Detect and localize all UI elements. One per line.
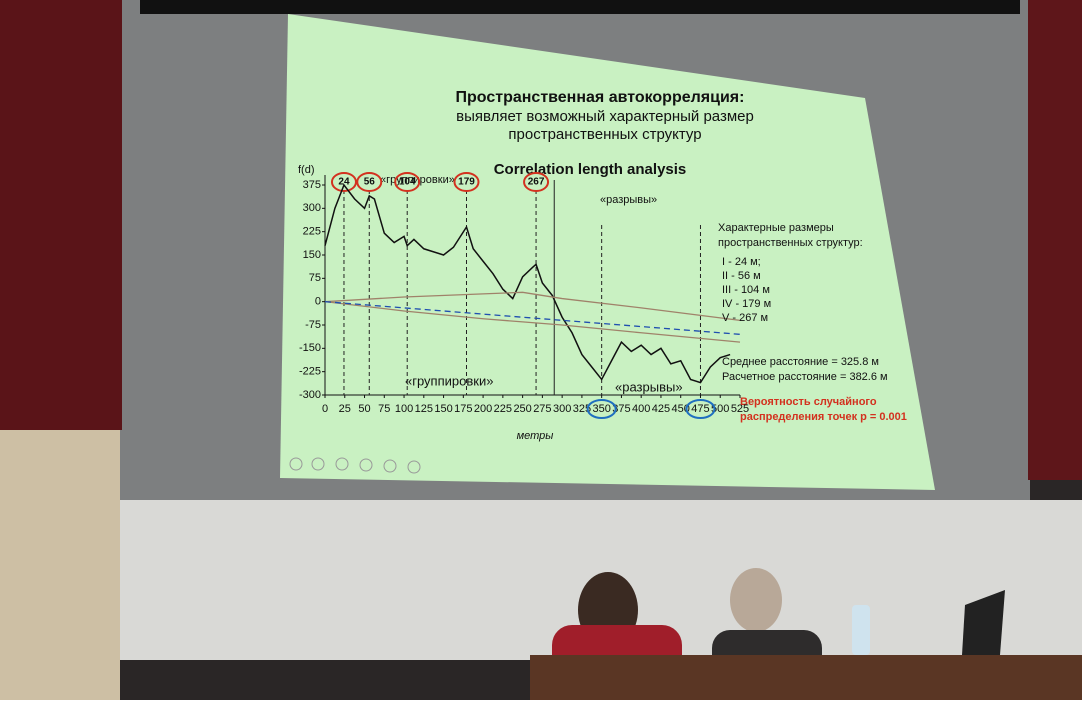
x-tick-label: 325 — [573, 403, 591, 415]
x-tick-label: 100 — [395, 403, 413, 415]
peak-circle — [394, 172, 421, 192]
peak-label: 104 — [399, 177, 416, 188]
table — [530, 655, 1082, 700]
toolbar-icon[interactable] — [359, 458, 373, 472]
chart-title: Correlation length analysis — [494, 161, 687, 178]
probability: Вероятность случайного — [740, 396, 877, 408]
x-tick-label: 250 — [513, 403, 531, 415]
slide-subtitle: выявляет возможный характерный размер — [456, 108, 754, 125]
size-item: IV - 179 м — [722, 298, 771, 310]
x-tick-label: 475 — [691, 403, 709, 415]
slide-subtitle: пространственных структур — [508, 126, 701, 143]
peak-label: 267 — [528, 177, 545, 188]
y-tick-label: -225 — [299, 366, 321, 378]
x-tick-label: 125 — [415, 403, 433, 415]
ceiling — [140, 0, 1020, 14]
x-tick-label: 175 — [454, 403, 472, 415]
x-tick-label: 375 — [612, 403, 630, 415]
peak-circle — [356, 172, 383, 192]
toolbar-icon[interactable] — [383, 459, 397, 473]
series-line — [324, 301, 741, 343]
slide-toolbar — [289, 457, 421, 474]
person-head — [730, 568, 782, 632]
x-tick-label: 500 — [711, 403, 729, 415]
y-tick-label: -300 — [299, 389, 321, 401]
x-tick-label: 150 — [434, 403, 452, 415]
y-tick-label: -75 — [305, 319, 321, 331]
y-tick-label: 150 — [303, 249, 321, 261]
toolbar-icon[interactable] — [407, 460, 421, 474]
annotation: «группировки» — [405, 373, 493, 388]
peak-circle — [523, 172, 550, 192]
x-tick-label: 25 — [339, 403, 351, 415]
x-tick-label: 525 — [731, 403, 749, 415]
y-tick-label: 300 — [303, 202, 321, 214]
y-tick-label: 75 — [309, 272, 321, 284]
laptop — [962, 590, 1005, 655]
toolbar-icon[interactable] — [311, 457, 325, 471]
series-line — [324, 291, 741, 321]
annotation: «разрывы» — [600, 194, 657, 206]
series-line — [324, 183, 731, 384]
annotation: «разрывы» — [615, 379, 683, 394]
x-tick-label: 50 — [358, 403, 370, 415]
right-curtain — [1028, 0, 1082, 480]
peak-label: 56 — [364, 177, 376, 188]
peak-label: 24 — [338, 177, 350, 188]
toolbar-icon[interactable] — [335, 457, 349, 471]
distance: Среднее расстояние = 325.8 м — [722, 356, 879, 368]
tick-highlight — [685, 399, 716, 419]
probability: распределения точек p = 0.001 — [740, 411, 907, 423]
x-tick-label: 0 — [322, 403, 328, 415]
slide-title: Пространственная автокорреляция: — [456, 89, 745, 106]
x-tick-label: 400 — [632, 403, 650, 415]
y-tick-label: 225 — [303, 226, 321, 238]
peak-circle — [330, 172, 357, 192]
left-banner — [0, 430, 120, 700]
x-tick-label: 200 — [474, 403, 492, 415]
left-curtain — [0, 0, 122, 430]
peak-label: 179 — [458, 177, 475, 188]
slide — [280, 14, 935, 490]
sizes-title: пространственных структур: — [718, 237, 863, 249]
toolbar-icon[interactable] — [289, 457, 303, 471]
peak-circle — [453, 172, 480, 192]
size-item: III - 104 м — [722, 284, 770, 296]
x-tick-label: 225 — [494, 403, 512, 415]
annotation: «группировки» — [380, 174, 455, 186]
size-item: II - 56 м — [722, 270, 761, 282]
distance: Расчетное расстояние = 382.6 м — [722, 371, 888, 383]
bottle — [852, 605, 870, 655]
y-tick-label: 375 — [303, 179, 321, 191]
size-item: V - 267 м — [722, 312, 768, 324]
y-tick-label: 0 — [315, 296, 321, 308]
x-axis-label: метры — [517, 430, 554, 442]
x-tick-label: 275 — [533, 403, 551, 415]
y-axis-label: f(d) — [298, 164, 315, 176]
x-tick-label: 75 — [378, 403, 390, 415]
x-tick-label: 450 — [672, 403, 690, 415]
x-tick-label: 350 — [592, 403, 610, 415]
size-item: I - 24 м; — [722, 256, 761, 268]
y-tick-label: -150 — [299, 342, 321, 354]
sizes-title: Характерные размеры — [718, 222, 834, 234]
x-tick-label: 425 — [652, 403, 670, 415]
tick-highlight — [586, 399, 617, 419]
x-tick-label: 300 — [553, 403, 571, 415]
